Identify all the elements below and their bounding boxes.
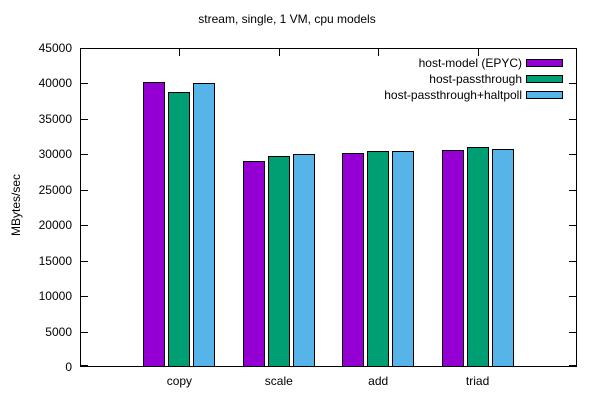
- y-tick-left: [81, 296, 88, 297]
- x-tick-label: triad: [465, 374, 490, 388]
- x-tick-label: scale: [264, 374, 293, 388]
- bar-scale-3: [293, 154, 315, 367]
- legend-row: host-passthrough+haltpoll: [384, 87, 563, 103]
- legend-swatch: [526, 59, 563, 67]
- bar-add-2: [367, 151, 389, 367]
- legend-swatch: [526, 91, 563, 99]
- y-tick-label: 5000: [45, 325, 72, 339]
- y-tick-label: 35000: [38, 112, 72, 126]
- y-tick-right: [569, 119, 576, 120]
- y-tick-left: [81, 48, 88, 49]
- bar-copy-2: [168, 92, 190, 367]
- y-tick-label: 0: [65, 360, 72, 374]
- x-tick-label: copy: [166, 374, 193, 388]
- y-tick-left: [81, 225, 88, 226]
- y-tick-label: 45000: [38, 41, 72, 55]
- y-tick-right: [569, 332, 576, 333]
- y-tick-right: [569, 154, 576, 155]
- y-tick-right: [569, 261, 576, 262]
- y-tick-left: [81, 332, 88, 333]
- y-tick-left: [81, 190, 88, 191]
- legend: host-model (EPYC) host-passthrough host-pa…: [384, 55, 563, 103]
- y-tick-right: [569, 296, 576, 297]
- x-tick-top: [179, 49, 180, 56]
- x-tick-top: [279, 49, 280, 56]
- x-tick-label: add: [368, 374, 389, 388]
- bar-add-1: [342, 153, 364, 367]
- y-tick-label: 30000: [38, 147, 72, 161]
- legend-row: host-passthrough: [384, 71, 563, 87]
- bar-triad-1: [442, 150, 464, 367]
- y-tick-label: 40000: [38, 76, 72, 90]
- legend-label: host-passthrough+haltpoll: [384, 88, 522, 102]
- y-tick-left: [81, 365, 88, 366]
- y-tick-label: 20000: [38, 218, 72, 232]
- y-tick-right: [569, 225, 576, 226]
- legend-label: host-model (EPYC): [418, 56, 522, 70]
- y-tick-right: [569, 48, 576, 49]
- bar-copy-3: [193, 83, 215, 367]
- legend-row: host-model (EPYC): [384, 55, 563, 71]
- y-tick-label: 25000: [38, 183, 72, 197]
- y-tick-right: [569, 190, 576, 191]
- y-tick-label: 10000: [38, 289, 72, 303]
- y-tick-left: [81, 83, 88, 84]
- legend-swatch: [526, 75, 563, 83]
- y-tick-left: [81, 119, 88, 120]
- bar-add-3: [392, 151, 414, 367]
- y-tick-right: [569, 365, 576, 366]
- bar-copy-1: [143, 82, 165, 367]
- bar-scale-2: [268, 156, 290, 367]
- y-tick-label: 15000: [38, 254, 72, 268]
- y-tick-left: [81, 261, 88, 262]
- bar-scale-1: [243, 161, 265, 367]
- x-tick-top: [378, 49, 379, 56]
- chart-title: stream, single, 1 VM, cpu models: [198, 12, 376, 26]
- bar-triad-2: [467, 147, 489, 367]
- x-tick-top: [478, 49, 479, 56]
- bar-triad-3: [492, 149, 514, 367]
- legend-label: host-passthrough: [429, 72, 522, 86]
- y-tick-right: [569, 83, 576, 84]
- y-tick-left: [81, 154, 88, 155]
